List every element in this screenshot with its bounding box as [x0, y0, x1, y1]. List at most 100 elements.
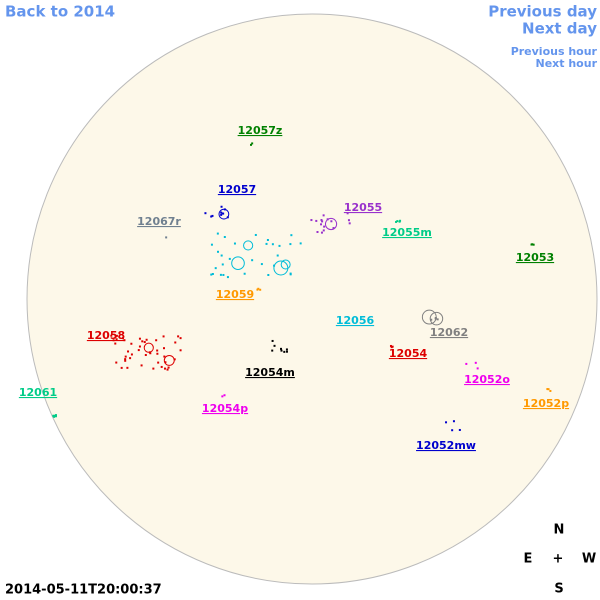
spot [547, 388, 550, 391]
spot [204, 212, 207, 215]
timestamp: 2014-05-11T20:00:37 [5, 583, 162, 598]
spot [222, 212, 225, 215]
spot [121, 337, 124, 340]
compass-west: W [582, 552, 596, 567]
spot [250, 143, 253, 146]
region-label: 12059 [216, 288, 254, 301]
spot [124, 358, 127, 361]
spot [223, 394, 226, 397]
spot [259, 288, 262, 291]
region-label: 12053 [516, 251, 554, 264]
spot [137, 349, 140, 352]
region-label: 12056 [336, 314, 375, 327]
spot [316, 230, 319, 233]
spot [216, 232, 219, 235]
spot [144, 354, 147, 357]
spot-ring [273, 260, 289, 276]
next-day-link[interactable]: Next day [522, 20, 597, 38]
spot [452, 420, 455, 423]
spot [211, 214, 214, 217]
spot [271, 243, 274, 246]
spot-ring [218, 208, 230, 220]
spot [120, 366, 123, 369]
spot [220, 211, 223, 214]
spot [112, 339, 115, 342]
spot [233, 242, 236, 245]
spot [124, 359, 127, 362]
spot [210, 273, 213, 276]
spot [138, 345, 141, 348]
spot [310, 219, 313, 222]
spot-ring [421, 309, 437, 325]
spot [532, 243, 535, 246]
spot [114, 342, 117, 345]
spot [346, 212, 349, 215]
spot [465, 362, 468, 365]
spot [219, 273, 222, 276]
region-label: 12061 [19, 386, 57, 399]
spot [256, 288, 259, 291]
spot [451, 429, 454, 432]
spot [273, 344, 276, 347]
spot [163, 367, 166, 370]
spot [179, 349, 182, 352]
previous-day-link[interactable]: Previous day [488, 3, 597, 21]
spot [285, 348, 288, 351]
spot [436, 318, 439, 321]
spot [130, 353, 133, 356]
spot [210, 243, 213, 246]
region-label: 12057z [238, 124, 283, 137]
previous-hour-link[interactable]: Previous hour [511, 45, 598, 58]
spot [398, 220, 401, 223]
spot [126, 366, 129, 369]
compass-center: + [553, 552, 564, 567]
spot [271, 339, 274, 342]
next-hour-link[interactable]: Next hour [536, 57, 598, 70]
spot [289, 273, 292, 276]
spot [129, 357, 132, 360]
spot [549, 389, 552, 392]
spot [221, 395, 224, 398]
spot [330, 220, 333, 223]
spot [157, 361, 160, 364]
spot-ring [429, 311, 444, 326]
spot [322, 229, 325, 232]
spot [220, 254, 223, 257]
spot [285, 350, 288, 353]
back-link[interactable]: Back to 2014 [5, 3, 115, 21]
spot-ring [143, 342, 154, 353]
spot [321, 220, 324, 223]
spot [389, 344, 392, 347]
spot [163, 355, 166, 358]
region-label: 12052o [464, 373, 510, 386]
compass-east: E [524, 552, 533, 567]
spot [391, 345, 394, 348]
spot [320, 219, 323, 222]
spot [156, 349, 159, 352]
spot [430, 318, 433, 321]
region-label: 12057 [218, 183, 256, 196]
spot [280, 349, 283, 352]
spot [323, 225, 326, 228]
spot [266, 238, 269, 241]
region-label: 12052p [523, 397, 569, 410]
spot [152, 367, 155, 370]
region-label: 12054p [202, 402, 248, 415]
spot [222, 273, 225, 276]
spot [458, 428, 461, 431]
spot [140, 364, 143, 367]
spot [115, 334, 118, 337]
region-label: 12067r [137, 215, 181, 228]
spot [160, 365, 163, 368]
spot [251, 142, 254, 145]
spot [283, 350, 286, 353]
spot [228, 257, 231, 260]
spot [211, 273, 214, 276]
spot [174, 341, 177, 344]
spot [173, 358, 176, 361]
spot-ring [163, 354, 175, 366]
spot [210, 215, 213, 218]
spot [165, 236, 168, 239]
spot [395, 220, 398, 223]
spot [320, 223, 323, 226]
